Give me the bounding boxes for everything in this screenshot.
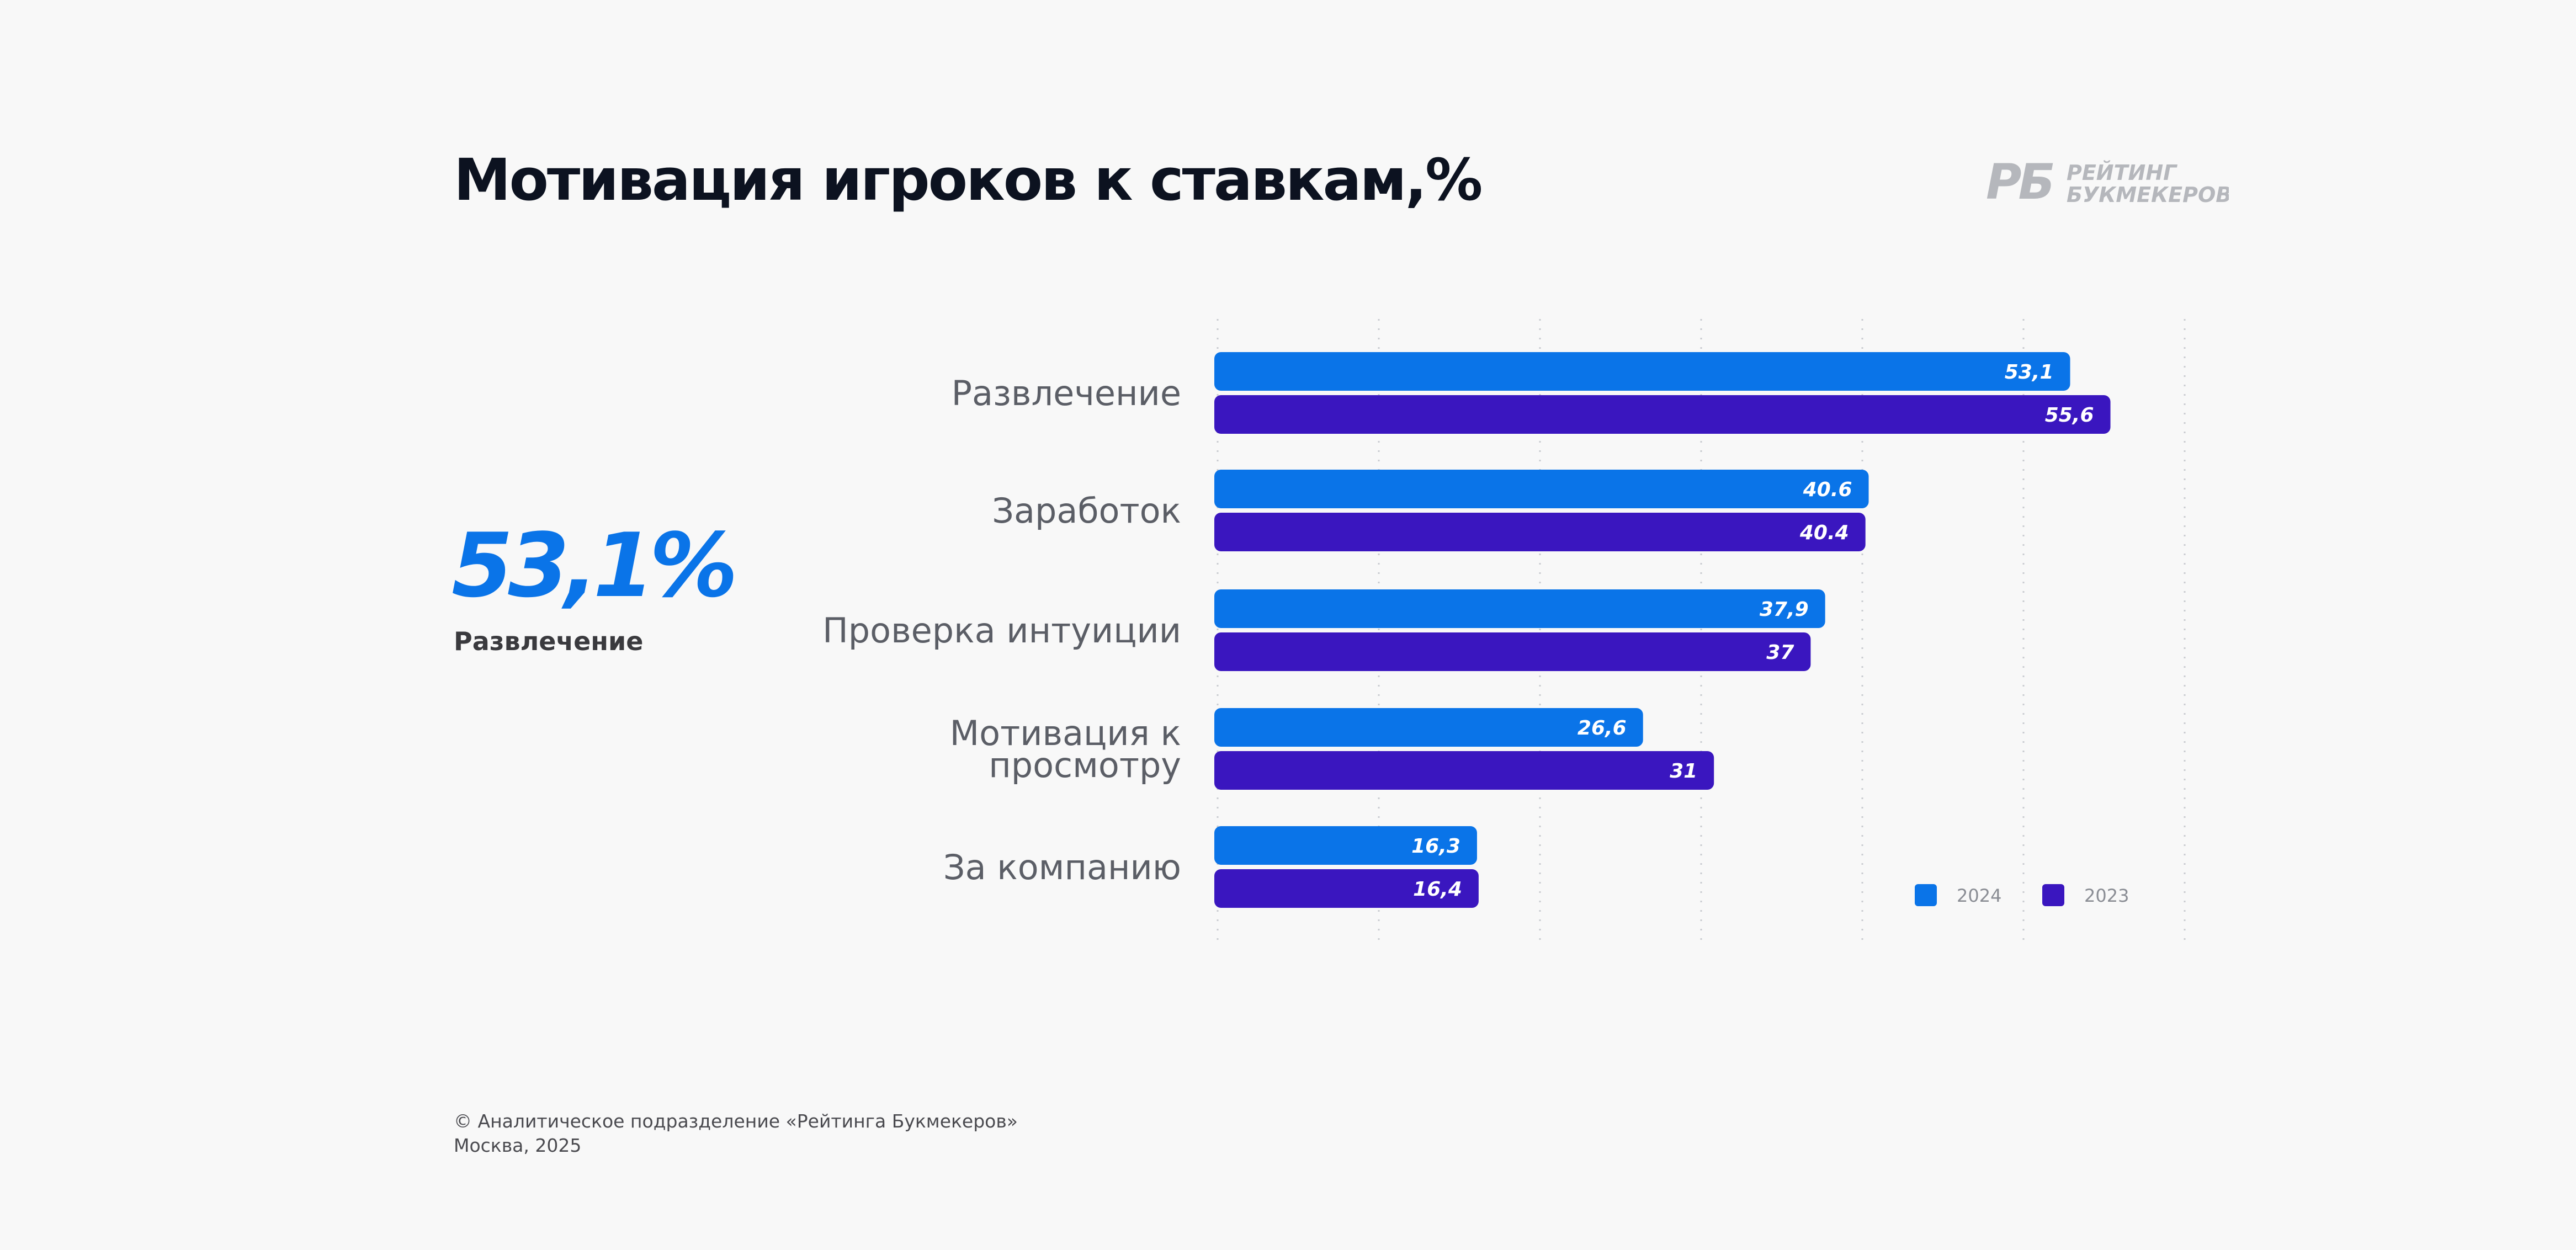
data-label: 31 xyxy=(1670,760,1697,783)
category-label-line: Развлечение xyxy=(952,373,1181,413)
data-label: 40.6 xyxy=(1803,478,1852,501)
data-label: 40.4 xyxy=(1799,522,1849,544)
bar-2023 xyxy=(1214,395,2111,434)
bar-2023 xyxy=(1214,869,1479,908)
data-label: 37,9 xyxy=(1760,598,1809,621)
data-label: 26,6 xyxy=(1578,717,1627,740)
data-label: 53,1 xyxy=(2005,361,2054,384)
category-label: Заработок xyxy=(992,491,1181,531)
brand-logo-icon: РБ РЕЙТИНГ БУКМЕКЕРОВ xyxy=(1986,159,2229,209)
category-label: Развлечение xyxy=(952,373,1181,413)
data-label: 37 xyxy=(1766,641,1794,664)
logo-text-line1: РЕЙТИНГ xyxy=(2067,161,2177,185)
bar-2023 xyxy=(1214,513,1866,551)
bar-2024 xyxy=(1214,708,1643,747)
category-label-line: Мотивация к xyxy=(950,713,1181,753)
bar-2024 xyxy=(1214,470,1869,508)
highlight-value: 53,1% xyxy=(452,514,738,617)
category-label: Проверка интуиции xyxy=(822,610,1181,651)
bar-2023 xyxy=(1214,632,1811,671)
category-label: За компанию xyxy=(943,847,1181,887)
category-label-line: Проверка интуиции xyxy=(822,610,1181,651)
bar-2024 xyxy=(1214,352,2070,391)
category-label-line: Заработок xyxy=(992,491,1181,531)
brand-logo: РБ РЕЙТИНГ БУКМЕКЕРОВ xyxy=(1986,159,2229,209)
category-label-line: За компанию xyxy=(943,847,1181,887)
category-label-line: просмотру xyxy=(989,745,1181,785)
bar-2024 xyxy=(1214,826,1477,865)
data-label: 16,4 xyxy=(1413,878,1462,901)
legend-label: 2023 xyxy=(2084,885,2129,906)
category-label: Мотивация к просмотру xyxy=(950,713,1181,785)
page-title: Мотивация игроков к ставкам,% xyxy=(454,146,1483,214)
bar-2024 xyxy=(1214,589,1825,628)
legend-swatch-2024 xyxy=(1915,884,1937,906)
bar-2023 xyxy=(1214,751,1714,790)
legend-swatch-2023 xyxy=(2042,884,2064,906)
data-label: 16,3 xyxy=(1411,835,1460,858)
footer-copyright: © Аналитическое подразделение «Рейтинга … xyxy=(454,1110,1018,1132)
data-label: 55,6 xyxy=(2045,404,2094,427)
footer-location-year: Москва, 2025 xyxy=(454,1135,582,1156)
legend-label: 2024 xyxy=(1957,885,2001,906)
footer: © Аналитическое подразделение «Рейтинга … xyxy=(454,1109,1018,1158)
logo-text-line2: БУКМЕКЕРОВ xyxy=(2067,183,2229,207)
logo-mark: РБ xyxy=(1986,159,2053,209)
highlight-label: Развлечение xyxy=(454,626,644,656)
